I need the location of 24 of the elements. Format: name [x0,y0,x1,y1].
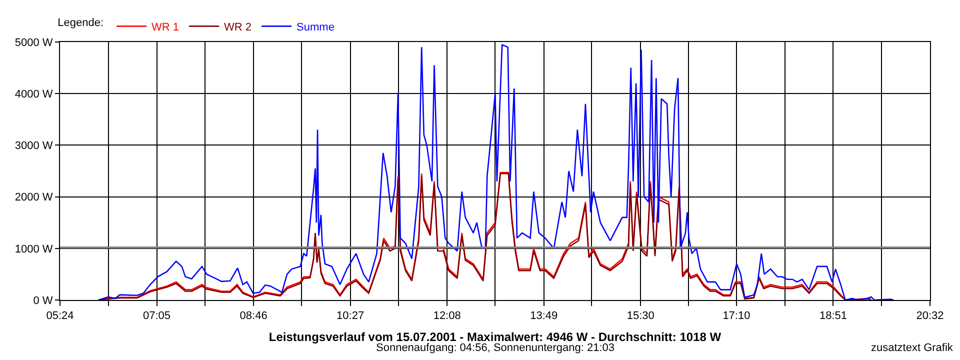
x-tick-label: 18:51 [819,310,847,322]
text: Leistungsverlauf vom 15.07.2001 - Maximalwert: 4946 W - Durchschnitt: 1018 W [268,330,722,344]
legend-label: WR 2 [224,22,252,34]
x-tick-label: 05:24 [46,310,74,322]
x-tick-label: 20:32 [916,310,944,322]
y-tick-label: 1000 W [14,243,54,256]
line-series [98,44,894,300]
text: Sonnenaufgang: 04:56, Sonnenuntergang: 21:03 [376,342,615,354]
legend-label: WR 1 [152,22,180,34]
y-tick-label: 2000 W [14,192,54,204]
x-tick-label: 12:08 [433,310,461,322]
x-tick-label: 07:05 [143,310,171,322]
legend-title: Legende: [58,17,104,30]
y-tick-label: 5000 W [14,36,54,49]
y-tick-label: 0 W [33,294,54,307]
x-tick-label: 17:10 [722,310,750,322]
text: zusatztext Grafik [871,342,954,354]
legend-label: Summe [296,22,334,34]
x-tick-label: 13:49 [530,310,558,322]
y-tick-label: 3000 W [14,140,54,152]
x-tick-label: 15:30 [626,310,654,322]
y-tick-label: 4000 W [14,88,54,100]
x-tick-label: 08:46 [240,310,268,322]
x-tick-label: 10:27 [336,310,364,322]
